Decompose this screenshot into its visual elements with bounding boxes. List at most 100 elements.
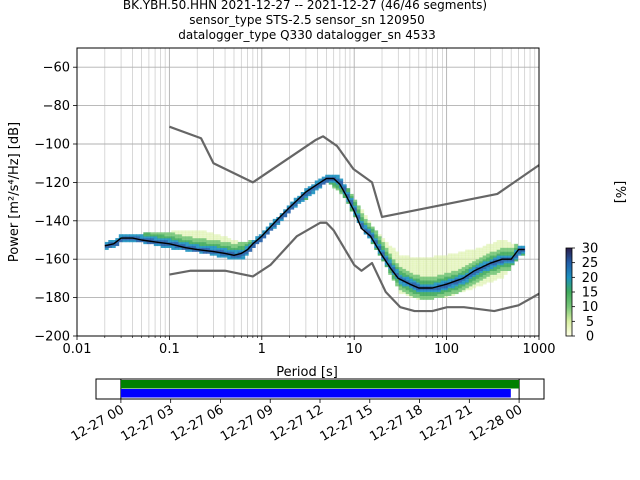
- histogram-cell: [174, 247, 179, 250]
- histogram-cell: [269, 222, 274, 225]
- histogram-cell: [356, 207, 361, 210]
- histogram-cell: [244, 253, 249, 256]
- histogram-cell: [496, 268, 501, 272]
- histogram-cell: [398, 264, 403, 268]
- histogram-cell: [479, 259, 484, 262]
- histogram-cell: [111, 240, 116, 243]
- histogram-cell: [433, 255, 438, 258]
- histogram-cell: [517, 245, 522, 248]
- histogram-cell: [409, 295, 414, 298]
- histogram-cell: [304, 193, 309, 197]
- histogram-cell: [328, 180, 333, 183]
- histogram-cell: [416, 272, 421, 275]
- histogram-cell: [167, 232, 172, 235]
- histogram-cell: [402, 289, 407, 293]
- histogram-cell: [311, 190, 316, 193]
- histogram-cell: [363, 218, 368, 222]
- histogram-cell: [188, 241, 193, 245]
- histogram-cell: [475, 247, 480, 250]
- histogram-cell: [377, 245, 382, 248]
- histogram-cell: [339, 180, 344, 183]
- histogram-cell: [227, 255, 232, 258]
- histogram-cell: [202, 251, 207, 254]
- histogram-cell: [143, 241, 148, 245]
- histogram-cell: [503, 243, 508, 247]
- histogram-cell: [416, 278, 421, 281]
- histogram-cell: [353, 205, 358, 208]
- histogram-cell: [307, 190, 312, 193]
- histogram-cell: [402, 288, 407, 291]
- histogram-cell: [255, 241, 260, 245]
- histogram-cell: [374, 240, 379, 243]
- y-tick-label: −200: [34, 330, 70, 345]
- histogram-cell: [402, 263, 407, 266]
- histogram-cell: [269, 228, 274, 231]
- histogram-cell: [349, 199, 354, 202]
- histogram-cell: [374, 236, 379, 239]
- histogram-cell: [213, 245, 218, 248]
- histogram-cell: [416, 257, 421, 260]
- histogram-cell: [216, 255, 221, 258]
- histogram-cell: [230, 241, 235, 245]
- histogram-cell: [171, 240, 176, 243]
- histogram-cell: [335, 184, 340, 187]
- histogram-cell: [384, 247, 389, 250]
- histogram-cell: [111, 243, 116, 247]
- histogram-cell: [454, 266, 459, 270]
- histogram-cell: [451, 263, 456, 266]
- histogram-cell: [325, 174, 330, 177]
- histogram-cell: [206, 234, 211, 237]
- histogram-cell: [482, 270, 487, 273]
- histogram-cell: [437, 286, 442, 289]
- histogram-cell: [493, 251, 498, 254]
- histogram-cell: [279, 213, 284, 216]
- histogram-cell: [496, 240, 501, 243]
- histogram-cell: [199, 236, 204, 239]
- histogram-cell: [423, 293, 428, 296]
- histogram-cell: [223, 251, 228, 254]
- histogram-cell: [507, 247, 512, 250]
- histogram-cell: [248, 241, 253, 245]
- histogram-cell: [391, 272, 396, 275]
- histogram-cell: [493, 272, 498, 275]
- histogram-cell: [115, 241, 120, 245]
- histogram-cell: [500, 270, 505, 273]
- histogram-cell: [437, 295, 442, 298]
- histogram-cell: [164, 236, 169, 239]
- histogram-cell: [402, 276, 407, 279]
- histogram-cell: [426, 289, 431, 293]
- histogram-cell: [367, 222, 372, 225]
- histogram-cell: [153, 241, 158, 245]
- histogram-cell: [440, 280, 445, 283]
- histogram-cell: [444, 259, 449, 262]
- histogram-cell: [395, 251, 400, 254]
- histogram-cell: [377, 238, 382, 241]
- histogram-cell: [475, 257, 480, 260]
- histogram-cell: [181, 234, 186, 237]
- histogram-cell: [223, 243, 228, 247]
- timeline-tick-label: 12-27 12: [268, 402, 326, 444]
- histogram-cell: [489, 249, 494, 252]
- histogram-cell: [342, 195, 347, 199]
- histogram-cell: [444, 288, 449, 291]
- histogram-cell: [307, 193, 312, 197]
- histogram-cell: [419, 276, 424, 279]
- histogram-cell: [510, 253, 515, 256]
- x-axis-label: Period [s]: [276, 365, 338, 380]
- histogram-cell: [370, 230, 375, 233]
- histogram-cell: [409, 259, 414, 262]
- histogram-cell: [479, 268, 484, 272]
- histogram-cell: [181, 232, 186, 235]
- histogram-cell: [188, 243, 193, 247]
- histogram-cell: [458, 251, 463, 254]
- histogram-cell: [500, 255, 505, 258]
- histogram-cell: [402, 282, 407, 285]
- histogram-cell: [426, 259, 431, 262]
- histogram-cell: [202, 240, 207, 243]
- histogram-cell: [433, 263, 438, 266]
- histogram-cell: [234, 249, 239, 252]
- histogram-cell: [461, 268, 466, 272]
- histogram-cell: [220, 245, 225, 248]
- histogram-cell: [496, 255, 501, 258]
- histogram-cell: [468, 288, 473, 291]
